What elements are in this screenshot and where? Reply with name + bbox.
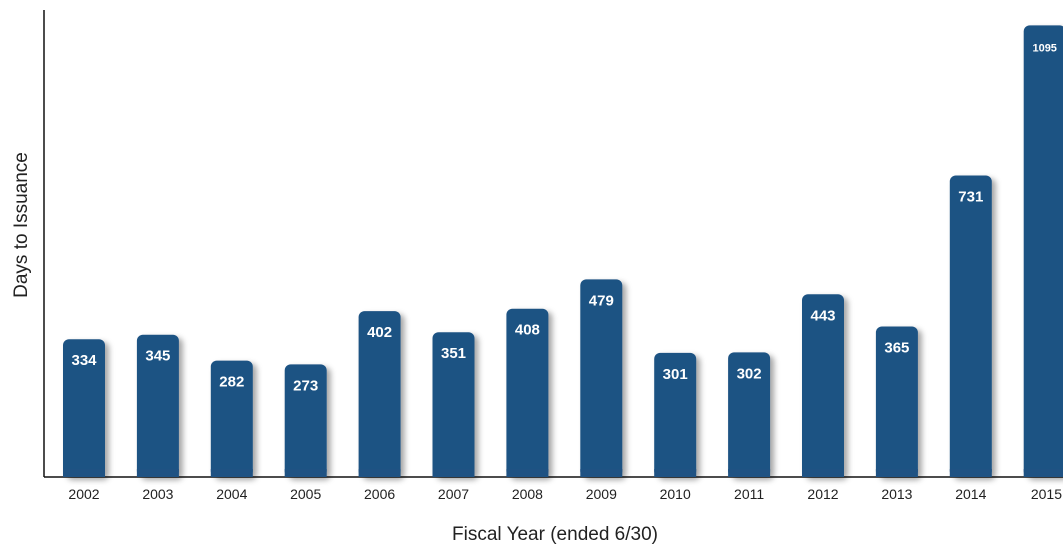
bar-base-2011 (728, 469, 771, 477)
data-label-2007: 351 (441, 345, 466, 362)
bar-base-2014 (949, 469, 992, 477)
x-tick-label-2012: 2012 (807, 486, 838, 502)
data-label-2010: 301 (663, 366, 688, 383)
bar-2005 (284, 364, 327, 477)
bar-base-2010 (654, 469, 697, 477)
x-tick-label-2015: 2015 (1031, 486, 1062, 502)
bar-base-2006 (358, 469, 401, 477)
x-tick-label-2007: 2007 (438, 486, 469, 502)
bar-2014 (949, 175, 992, 477)
x-tick-label-2011: 2011 (734, 486, 764, 502)
bar-2012 (802, 294, 844, 477)
bar-base-2004 (210, 469, 253, 477)
bar-2004 (210, 360, 253, 477)
x-tick-label-2003: 2003 (142, 486, 173, 502)
bar-2015 (1023, 25, 1063, 477)
bar-2008 (506, 308, 549, 477)
bar-base-2005 (284, 469, 327, 477)
y-axis-title: Days to Issuance (11, 152, 32, 298)
x-tick-label-2004: 2004 (216, 486, 247, 502)
bar-2003 (136, 334, 179, 477)
data-label-2003: 345 (145, 348, 170, 365)
data-label-2009: 479 (589, 292, 614, 309)
x-tick-label-2005: 2005 (290, 486, 321, 502)
bar-2013 (875, 326, 918, 477)
data-label-2013: 365 (884, 339, 909, 356)
x-tick-label-2009: 2009 (586, 486, 617, 502)
data-label-2014: 731 (958, 188, 983, 205)
data-label-2004: 282 (219, 374, 244, 391)
x-tick-label-2014: 2014 (955, 486, 986, 502)
data-label-2008: 408 (515, 322, 540, 339)
x-tick-label-2013: 2013 (881, 486, 912, 502)
bar-base-2009 (580, 469, 623, 477)
bar-2006 (358, 311, 401, 477)
x-tick-label-2010: 2010 (660, 486, 691, 502)
bar-base-2013 (875, 469, 918, 477)
x-axis-title: Fiscal Year (ended 6/30) (452, 524, 658, 545)
x-tick-label-2002: 2002 (68, 486, 99, 502)
data-label-2006: 402 (367, 324, 392, 341)
x-tick-label-2006: 2006 (364, 486, 395, 502)
bar-2011 (728, 352, 771, 477)
bar-base-2015 (1023, 469, 1063, 477)
bar-2007 (432, 332, 475, 477)
bar-base-2003 (136, 469, 179, 477)
data-label-2012: 443 (810, 307, 835, 324)
bar-base-2012 (802, 469, 844, 477)
data-label-2002: 334 (71, 352, 97, 369)
bar-2010 (654, 352, 697, 477)
data-label-2005: 273 (293, 377, 318, 394)
bar-2009 (580, 279, 623, 477)
bar-base-2007 (432, 469, 475, 477)
bar-2002 (63, 339, 105, 477)
bar-base-2002 (63, 469, 105, 477)
x-tick-label-2008: 2008 (512, 486, 543, 502)
bar-base-2008 (506, 469, 549, 477)
data-label-2011: 302 (737, 365, 762, 382)
data-label-2015: 1095 (1032, 42, 1056, 54)
